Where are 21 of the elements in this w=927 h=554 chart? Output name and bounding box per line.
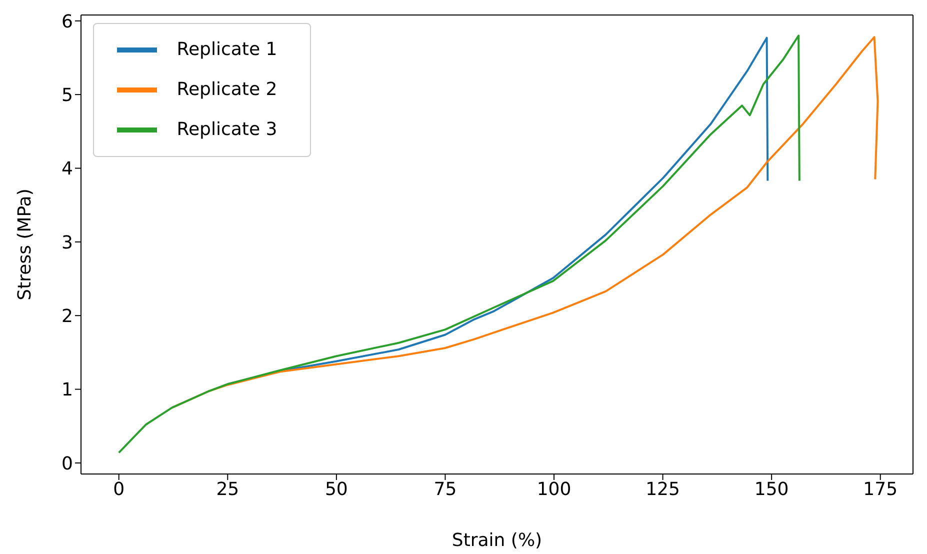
- y-tick-label: 1: [62, 380, 73, 401]
- y-tick-label: 3: [62, 232, 73, 254]
- x-tick-label: 50: [324, 478, 348, 500]
- legend-label: Replicate 1: [176, 38, 278, 60]
- y-tick-label: 4: [62, 158, 73, 180]
- y-tick-label: 5: [62, 84, 73, 106]
- legend-label: Replicate 3: [176, 118, 278, 140]
- x-tick-label: 100: [536, 478, 572, 500]
- y-tick-label: 2: [62, 306, 73, 327]
- y-tick-label: 0: [62, 453, 73, 474]
- x-tick-label: 0: [113, 478, 125, 500]
- x-tick-label: 25: [216, 478, 240, 500]
- x-tick-label: 75: [434, 478, 457, 500]
- y-axis-title: Stress (MPa): [14, 188, 36, 300]
- x-axis-title: Strain (%): [452, 530, 542, 551]
- line-series: [118, 34, 800, 454]
- x-tick-label: 175: [863, 478, 898, 500]
- y-tick-label: 6: [62, 11, 73, 32]
- x-tick-label: 125: [646, 478, 680, 500]
- x-tick-label: 150: [754, 478, 789, 500]
- legend-label: Replicate 2: [176, 78, 278, 100]
